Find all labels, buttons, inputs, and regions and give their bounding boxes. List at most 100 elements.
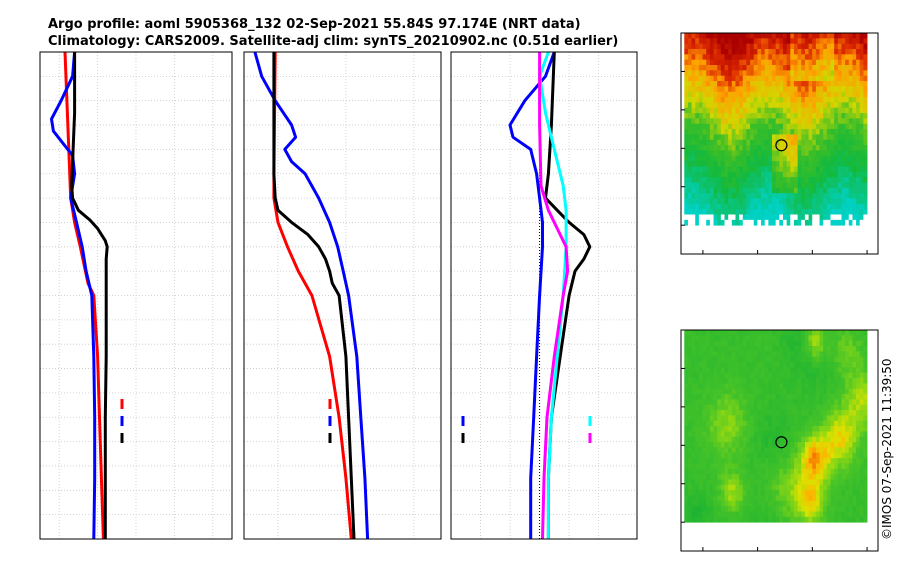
heatmap-cell — [786, 65, 791, 71]
heatmap-cell — [753, 209, 758, 215]
heatmap-cell — [698, 150, 703, 157]
heatmap-cell — [848, 436, 853, 443]
heatmap-cell — [724, 145, 729, 151]
heatmap-cell — [845, 75, 850, 82]
heatmap-cell — [790, 166, 795, 173]
heatmap-cell — [823, 203, 828, 210]
heatmap-cell — [852, 394, 857, 400]
heatmap-cell — [775, 107, 780, 114]
heatmap-cell — [837, 70, 842, 77]
heatmap-cell — [695, 458, 700, 464]
heatmap-cell — [702, 484, 707, 491]
heatmap-cell — [863, 463, 868, 470]
heatmap-cell — [713, 33, 718, 39]
heatmap-cell — [793, 335, 799, 342]
heatmap-cell — [772, 442, 777, 448]
heatmap-cell — [786, 102, 791, 109]
heatmap-cell — [702, 209, 707, 215]
heatmap-cell — [848, 139, 853, 146]
heatmap-cell — [746, 161, 751, 167]
heatmap-cell — [772, 479, 777, 486]
heatmap-cell — [863, 484, 868, 491]
heatmap-cell — [830, 356, 835, 363]
heatmap-cell — [823, 113, 828, 119]
heatmap-cell — [797, 81, 802, 87]
heatmap-cell — [779, 362, 784, 368]
heatmap-cell — [852, 399, 857, 406]
heatmap-cell — [808, 139, 813, 146]
heatmap-cell — [786, 399, 791, 406]
heatmap-cell — [772, 187, 777, 194]
heatmap-cell — [830, 484, 835, 491]
heatmap-cell — [702, 367, 707, 374]
heatmap-cell — [706, 150, 711, 157]
heatmap-cell — [782, 335, 788, 342]
heatmap-cell — [695, 420, 700, 427]
heatmap-cell — [728, 426, 733, 432]
heatmap-cell — [731, 38, 736, 45]
heatmap-cell — [775, 383, 780, 390]
heatmap-cell — [845, 431, 850, 438]
heatmap-cell — [837, 500, 842, 507]
heatmap-cell — [757, 139, 762, 146]
heatmap-cell — [695, 340, 700, 347]
heatmap-cell — [691, 516, 696, 523]
heatmap-cell — [863, 118, 868, 125]
heatmap-cell — [757, 372, 762, 379]
heatmap-cell — [698, 123, 703, 130]
heatmap-cell — [761, 193, 766, 199]
heatmap-cell — [793, 118, 799, 125]
heatmap-cell — [691, 420, 696, 427]
heatmap-cell — [757, 182, 762, 189]
heatmap-cell — [695, 107, 700, 114]
heatmap-cell — [764, 113, 769, 119]
heatmap-cell — [761, 155, 766, 162]
heatmap-cell — [801, 372, 806, 379]
heatmap-cell — [772, 367, 777, 374]
heatmap-cell — [698, 209, 703, 215]
heatmap-cell — [742, 145, 747, 151]
heatmap-cell — [837, 86, 842, 93]
heatmap-cell — [768, 102, 773, 109]
heatmap-cell — [863, 420, 868, 427]
heatmap-cell — [742, 214, 747, 221]
heatmap-cell — [790, 511, 795, 518]
heatmap-cell — [687, 335, 692, 342]
heatmap-cell — [731, 187, 736, 194]
heatmap-cell — [691, 219, 696, 226]
heatmap-cell — [709, 177, 714, 183]
heatmap-cell — [779, 123, 784, 130]
heatmap-cell — [819, 155, 824, 162]
heatmap-cell — [863, 209, 868, 215]
heatmap-cell — [717, 351, 722, 358]
heatmap-cell — [731, 166, 736, 173]
heatmap-cell — [728, 511, 733, 518]
heatmap-cell — [764, 177, 769, 183]
heatmap-cell — [793, 193, 799, 199]
heatmap-cell — [717, 500, 722, 507]
heatmap-cell — [793, 219, 799, 226]
heatmap-cell — [739, 431, 744, 438]
heatmap-cell — [841, 219, 846, 226]
heatmap-cell — [826, 383, 831, 390]
heatmap-cell — [782, 468, 788, 475]
heatmap-cell — [764, 33, 769, 39]
heatmap-cell — [819, 436, 824, 443]
heatmap-cell — [830, 54, 835, 61]
heatmap-cell — [735, 346, 740, 352]
heatmap-cell — [720, 198, 725, 205]
heatmap-cell — [713, 113, 718, 119]
heatmap-cell — [801, 474, 806, 480]
heatmap-cell — [750, 219, 755, 226]
heatmap-cell — [845, 484, 850, 491]
heatmap-cell — [848, 155, 853, 162]
heatmap-cell — [848, 102, 853, 109]
heatmap-cell — [830, 468, 835, 475]
heatmap-cell — [753, 139, 758, 146]
heatmap-cell — [764, 107, 769, 114]
heatmap-cell — [837, 54, 842, 61]
heatmap-cell — [808, 65, 813, 71]
heatmap-cell — [768, 458, 773, 464]
heatmap-cell — [695, 91, 700, 98]
heatmap-cell — [724, 155, 729, 162]
